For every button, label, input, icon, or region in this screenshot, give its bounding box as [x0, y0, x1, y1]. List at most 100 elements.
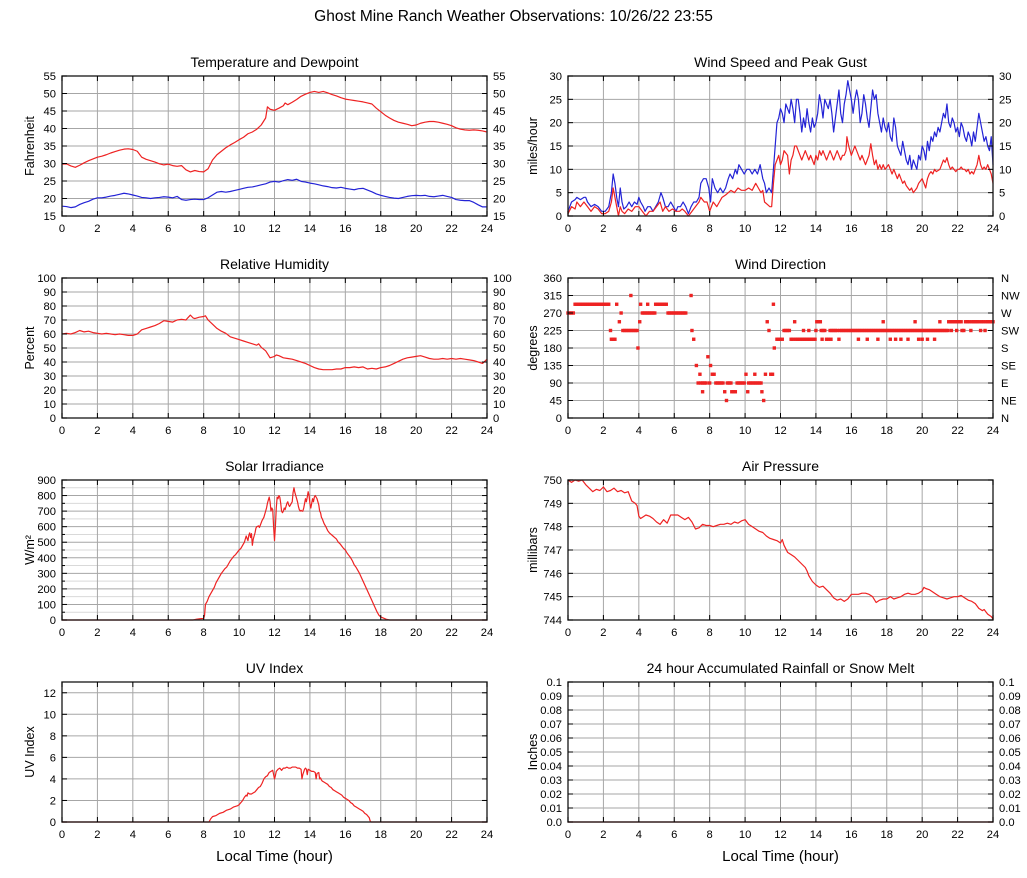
svg-text:0: 0 [59, 223, 65, 235]
chart-title: Wind Direction [734, 256, 827, 272]
svg-text:N: N [1001, 274, 1009, 285]
svg-text:20: 20 [916, 627, 928, 639]
svg-text:4: 4 [50, 774, 56, 786]
svg-text:6: 6 [165, 425, 171, 437]
svg-text:750: 750 [543, 476, 562, 487]
svg-text:20: 20 [493, 385, 505, 397]
svg-text:0: 0 [50, 413, 56, 425]
svg-text:90: 90 [44, 287, 56, 299]
svg-text:22: 22 [445, 627, 457, 639]
svg-text:0: 0 [565, 425, 571, 437]
svg-text:4: 4 [636, 627, 642, 639]
chart-title: Solar Irradiance [225, 458, 324, 474]
svg-text:0.04: 0.04 [999, 761, 1021, 773]
svg-text:400: 400 [37, 553, 56, 565]
svg-text:0.01: 0.01 [999, 803, 1021, 815]
svg-text:18: 18 [881, 223, 893, 235]
svg-text:2: 2 [94, 829, 100, 841]
svg-text:16: 16 [845, 223, 857, 235]
svg-text:20: 20 [999, 118, 1011, 130]
svg-text:16: 16 [339, 627, 351, 639]
svg-text:15: 15 [44, 211, 56, 223]
svg-text:2: 2 [94, 223, 100, 235]
svg-text:24: 24 [481, 425, 493, 437]
svg-text:20: 20 [493, 194, 505, 206]
svg-text:14: 14 [810, 425, 822, 437]
chart-wind-direction: Wind Direction degrees 0 2 4 6 8 10 12 14 16 18 20… [514, 244, 1027, 446]
svg-text:0.03: 0.03 [540, 775, 562, 787]
svg-text:35: 35 [44, 141, 56, 153]
svg-text:24: 24 [481, 223, 493, 235]
svg-text:500: 500 [37, 537, 56, 549]
svg-text:SE: SE [1001, 361, 1016, 373]
svg-text:749: 749 [543, 498, 562, 510]
svg-text:16: 16 [845, 829, 857, 841]
svg-text:0: 0 [556, 413, 562, 425]
svg-text:10: 10 [233, 627, 245, 639]
svg-text:55: 55 [493, 72, 505, 83]
svg-text:0.02: 0.02 [540, 789, 562, 801]
svg-text:12: 12 [268, 223, 280, 235]
svg-text:0.03: 0.03 [999, 775, 1021, 787]
svg-text:12: 12 [774, 829, 786, 841]
chart-air-pressure: Air Pressure millibars 0 2 4 6 8 10 12 14 16 18 20… [514, 446, 1027, 648]
svg-text:16: 16 [339, 425, 351, 437]
chart-solar-irradiance: Solar Irradiance W/m² 0 2 4 6 8 10 12 14 16 18 20 2… [0, 446, 513, 648]
svg-text:15: 15 [999, 141, 1011, 153]
svg-text:270: 270 [543, 308, 562, 320]
svg-text:45: 45 [44, 106, 56, 118]
svg-text:15: 15 [550, 141, 562, 153]
svg-text:6: 6 [671, 425, 677, 437]
x-axis-label: Local Time (hour) [216, 848, 333, 865]
svg-text:0.07: 0.07 [540, 719, 562, 731]
svg-text:18: 18 [375, 829, 387, 841]
svg-text:30: 30 [999, 72, 1011, 83]
svg-text:8: 8 [50, 731, 56, 743]
svg-text:30: 30 [44, 371, 56, 383]
svg-text:0: 0 [59, 829, 65, 841]
svg-text:2: 2 [600, 829, 606, 841]
svg-text:30: 30 [550, 72, 562, 83]
svg-text:8: 8 [201, 829, 207, 841]
svg-text:225: 225 [543, 326, 562, 338]
svg-text:30: 30 [493, 371, 505, 383]
svg-text:6: 6 [671, 627, 677, 639]
svg-text:25: 25 [44, 176, 56, 188]
svg-text:0.1: 0.1 [999, 678, 1015, 689]
svg-text:315: 315 [543, 291, 562, 303]
svg-text:20: 20 [410, 829, 422, 841]
svg-text:10: 10 [739, 829, 751, 841]
svg-text:24: 24 [481, 829, 493, 841]
svg-text:0.04: 0.04 [540, 761, 562, 773]
svg-text:135: 135 [543, 361, 562, 373]
svg-text:20: 20 [410, 627, 422, 639]
svg-text:NW: NW [1001, 291, 1020, 303]
rainfall-plot: 0 2 4 6 8 10 12 14 16 18 20 22 240.0 0.00.01 0.010.02 0… [540, 678, 1021, 841]
svg-text:25: 25 [550, 94, 562, 106]
svg-text:8: 8 [707, 223, 713, 235]
svg-text:16: 16 [339, 829, 351, 841]
svg-text:0.05: 0.05 [999, 747, 1021, 759]
svg-text:E: E [1001, 378, 1008, 390]
svg-text:8: 8 [201, 627, 207, 639]
svg-text:22: 22 [951, 829, 963, 841]
svg-text:35: 35 [493, 141, 505, 153]
svg-text:16: 16 [845, 627, 857, 639]
svg-text:8: 8 [201, 425, 207, 437]
svg-text:18: 18 [375, 627, 387, 639]
svg-text:12: 12 [268, 627, 280, 639]
svg-text:2: 2 [600, 223, 606, 235]
svg-text:745: 745 [543, 592, 562, 604]
svg-text:18: 18 [881, 627, 893, 639]
svg-text:22: 22 [445, 223, 457, 235]
svg-text:0: 0 [556, 211, 562, 223]
svg-text:0.0: 0.0 [999, 817, 1015, 829]
svg-text:60: 60 [44, 329, 56, 341]
svg-text:90: 90 [550, 378, 562, 390]
svg-text:22: 22 [951, 627, 963, 639]
svg-text:24: 24 [987, 829, 999, 841]
svg-text:NE: NE [1001, 396, 1017, 408]
